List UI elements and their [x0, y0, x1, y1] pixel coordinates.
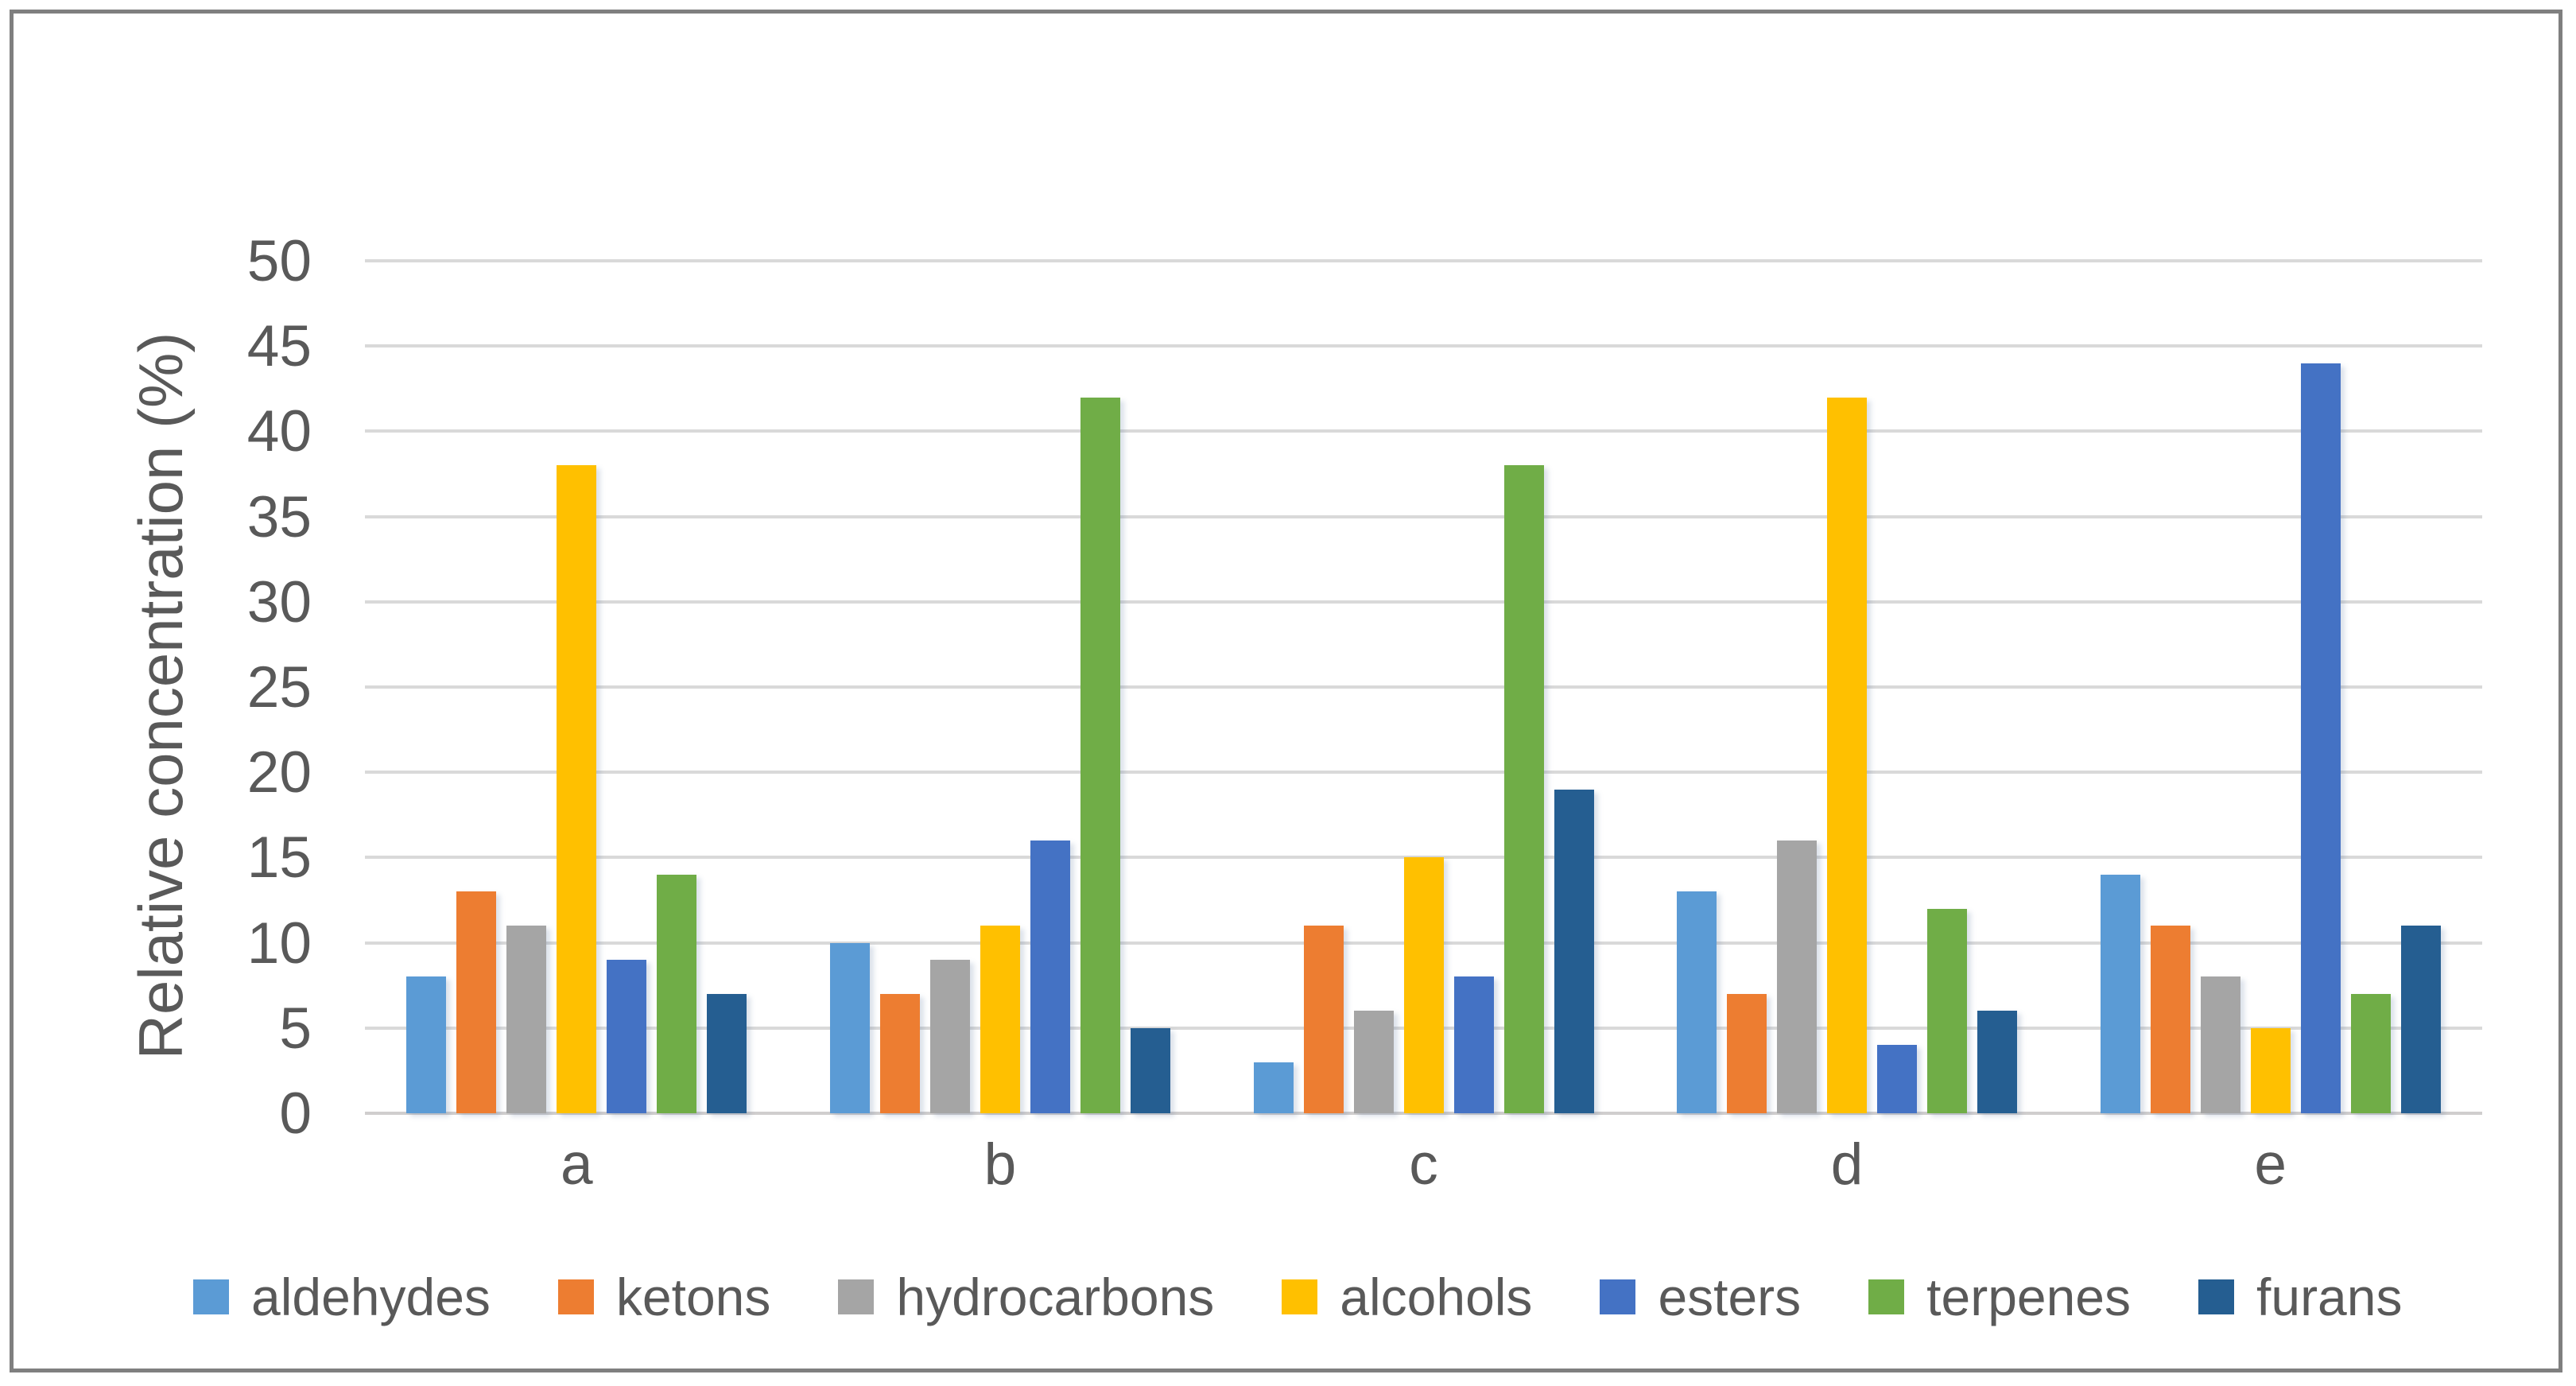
legend-item-furans: furans [2198, 1266, 2402, 1328]
bar-hydrocarbons-e [2200, 976, 2240, 1113]
bar-terpenes-e [2350, 993, 2391, 1113]
chart-border-frame [10, 10, 2562, 1372]
bar-aldehydes-a [406, 976, 447, 1113]
y-tick-5: 5 [279, 996, 312, 1061]
legend-label-esters: esters [1658, 1268, 1802, 1326]
legend-swatch-furans [2198, 1279, 2235, 1314]
y-tick-50: 50 [246, 229, 312, 293]
bar-terpenes-d [1927, 908, 1968, 1113]
legend-swatch-hydrocarbons [838, 1279, 875, 1314]
bar-furans-d [1977, 1011, 2018, 1113]
plot-area [365, 259, 2482, 1115]
y-tick-0: 0 [279, 1081, 312, 1146]
bar-hydrocarbons-b [929, 960, 970, 1113]
bar-esters-e [2300, 363, 2341, 1113]
bar-aldehydes-b [829, 942, 870, 1113]
gridline-40 [365, 429, 2482, 433]
bar-esters-c [1453, 976, 1494, 1113]
legend-swatch-esters [1600, 1279, 1636, 1314]
y-tick-20: 20 [246, 740, 312, 806]
gridline-45 [365, 344, 2482, 348]
bar-terpenes-c [1503, 465, 1544, 1113]
bar-esters-d [1877, 1045, 1918, 1113]
legend-item-esters: esters [1600, 1266, 1801, 1328]
legend-swatch-terpenes [1868, 1279, 1905, 1314]
bar-ketons-b [879, 993, 920, 1113]
legend-item-alcohols: alcohols [1282, 1266, 1532, 1328]
legend-label-hydrocarbons: hydrocarbons [896, 1268, 1215, 1326]
bar-alcohols-c [1403, 857, 1444, 1113]
bar-terpenes-a [657, 874, 697, 1113]
y-tick-35: 35 [246, 484, 312, 549]
y-tick-45: 45 [246, 314, 312, 379]
bar-furans-a [707, 993, 747, 1113]
gridline-50 [365, 259, 2482, 262]
legend-item-aldehydes: aldehydes [193, 1266, 491, 1328]
x-label-e: e [2254, 1132, 2287, 1197]
gridline-25 [365, 685, 2482, 689]
legend-label-ketons: ketons [615, 1268, 771, 1326]
y-tick-30: 30 [246, 569, 312, 635]
bar-ketons-c [1303, 926, 1344, 1113]
y-tick-40: 40 [246, 399, 312, 464]
x-label-a: a [560, 1132, 593, 1197]
gridline-35 [365, 514, 2482, 518]
legend-item-ketons: ketons [557, 1266, 771, 1328]
x-label-d: d [1830, 1132, 1864, 1197]
bar-alcohols-a [557, 465, 597, 1113]
bar-furans-c [1554, 789, 1594, 1113]
bar-aldehydes-d [1677, 891, 1717, 1113]
y-tick-15: 15 [246, 825, 312, 891]
legend-swatch-ketons [557, 1279, 594, 1314]
gridline-30 [365, 600, 2482, 604]
legend-label-alcohols: alcohols [1340, 1268, 1533, 1326]
legend-item-hydrocarbons: hydrocarbons [838, 1266, 1214, 1328]
bar-aldehydes-e [2100, 874, 2140, 1113]
legend-label-aldehydes: aldehydes [251, 1268, 491, 1326]
bar-terpenes-b [1080, 397, 1120, 1113]
bar-esters-b [1030, 840, 1070, 1113]
legend-swatch-alcohols [1282, 1279, 1318, 1314]
y-tick-25: 25 [246, 655, 312, 720]
bar-ketons-e [2150, 926, 2190, 1113]
bar-hydrocarbons-a [506, 926, 547, 1113]
bar-alcohols-e [2250, 1027, 2291, 1113]
bar-furans-b [1130, 1027, 1170, 1113]
x-label-c: c [1409, 1132, 1438, 1197]
legend: aldehydes ketons hydrocarbons alcohols ester… [193, 1261, 2402, 1333]
bar-alcohols-d [1827, 397, 1868, 1113]
x-label-b: b [983, 1132, 1017, 1197]
bar-ketons-a [456, 891, 497, 1113]
bar-ketons-d [1727, 993, 1767, 1113]
gridline-20 [365, 771, 2482, 775]
bar-esters-a [607, 960, 647, 1113]
legend-label-terpenes: terpenes [1926, 1268, 2132, 1326]
legend-swatch-aldehydes [193, 1279, 229, 1314]
bar-hydrocarbons-d [1777, 840, 1818, 1113]
legend-label-furans: furans [2256, 1268, 2403, 1326]
y-axis-title: Relative concentration (%) [126, 332, 196, 1060]
bar-alcohols-b [980, 926, 1020, 1113]
legend-item-terpenes: terpenes [1868, 1266, 2131, 1328]
x-axis-baseline [365, 1112, 2482, 1115]
bar-furans-e [2400, 926, 2441, 1113]
bar-hydrocarbons-c [1353, 1011, 1394, 1113]
bar-aldehydes-c [1253, 1062, 1294, 1113]
y-tick-10: 10 [246, 910, 312, 976]
